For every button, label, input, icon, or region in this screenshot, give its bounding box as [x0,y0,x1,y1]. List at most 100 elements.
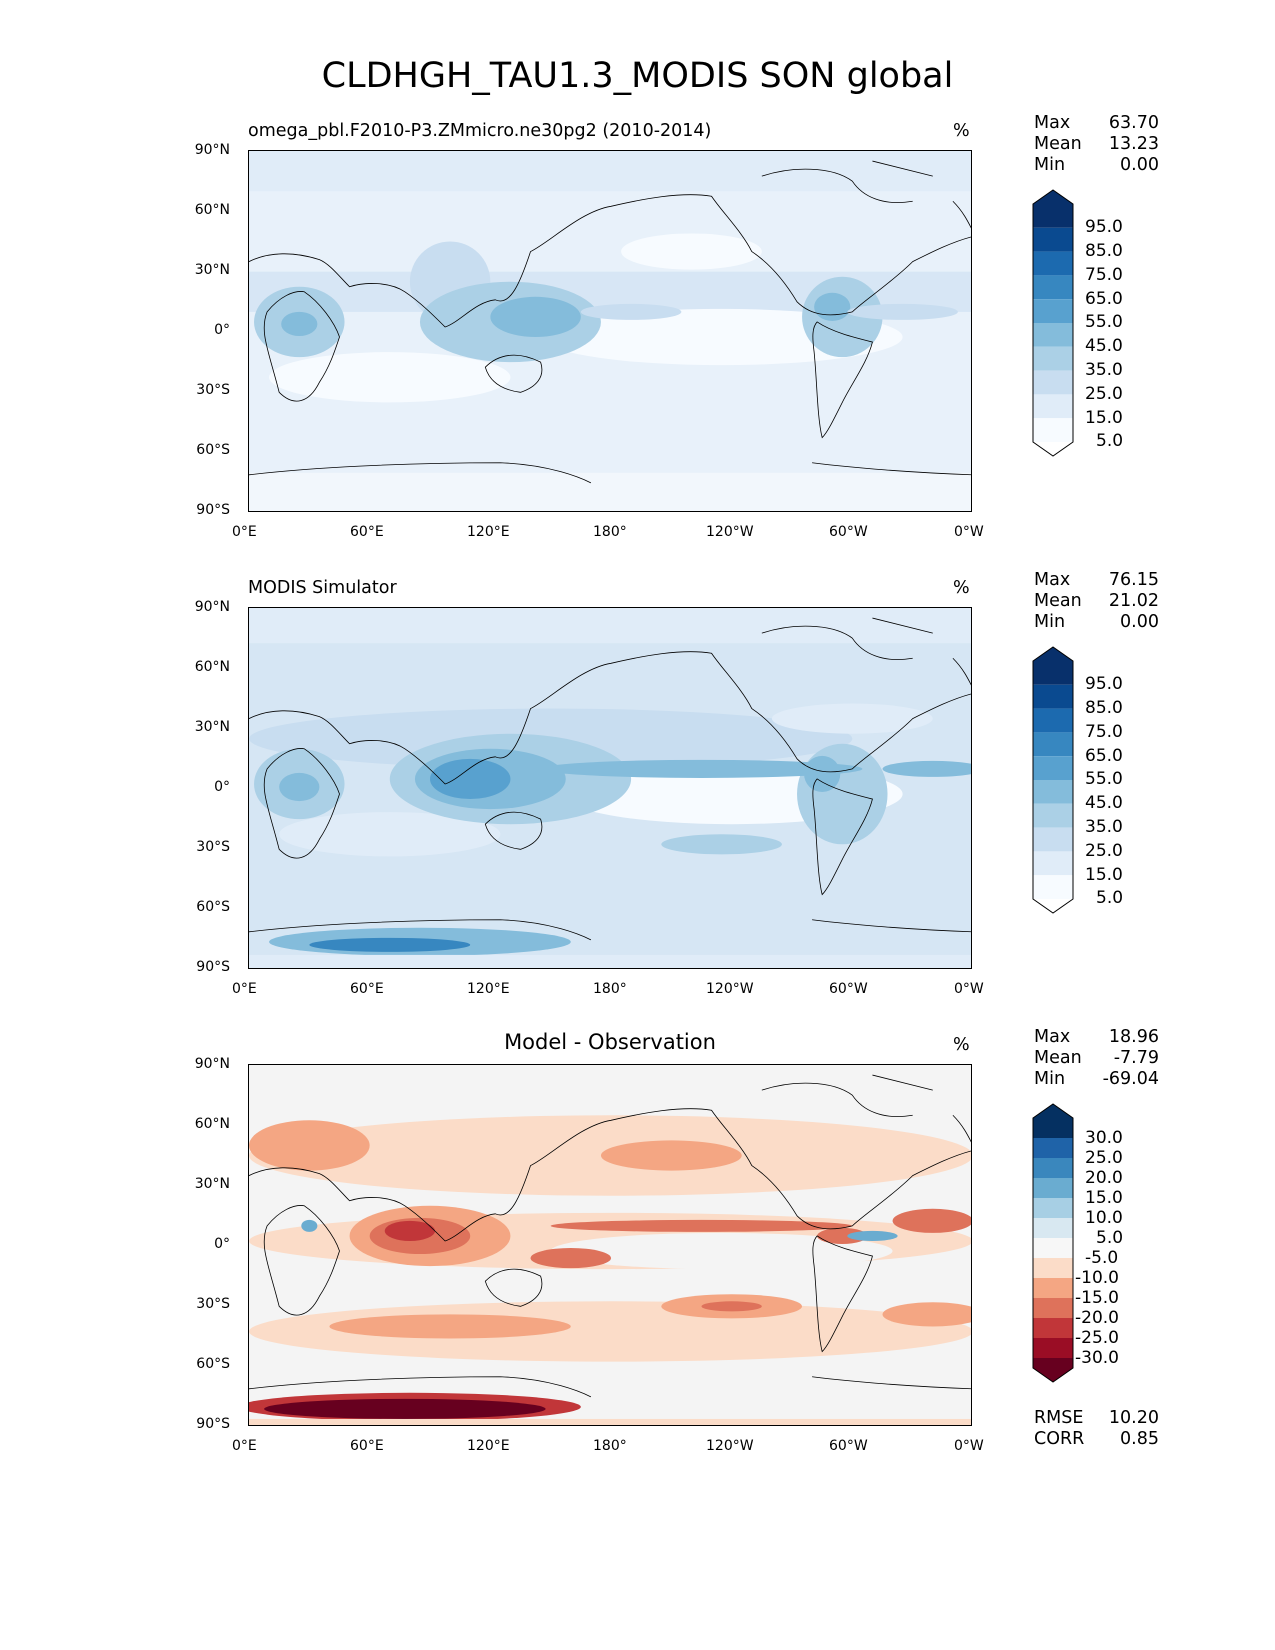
rmse-label: RMSE [1034,1408,1084,1428]
stat-mean-label: Mean [1034,134,1082,154]
panel3-lat-tick: 30°S [196,1296,230,1312]
panel1-lon-tick: 60°E [350,524,384,540]
panel1-cb-tick: 35.0 [1085,360,1123,380]
panel2-lat-tick: 60°N [194,659,230,675]
panel1-cb-tick: 15.0 [1085,408,1123,428]
panel2-colorbar [1032,646,1074,914]
panel1-lat-tick: 90°S [196,502,230,518]
panel3-cb-tick: 30.0 [1085,1128,1123,1148]
panel3-lon-tick: 0°E [232,1438,257,1454]
stat-min-value: -69.04 [1102,1069,1159,1089]
panel2-cb-tick: 25.0 [1085,841,1123,861]
stat-max-label: Max [1034,1027,1071,1047]
panel2-cb-tick: 95.0 [1085,674,1123,694]
panel1-stats: Max 63.70 Mean 13.23 Min 0.00 [1034,113,1159,177]
panel1-lon-tick: 60°W [829,524,868,540]
panel3-lon-tick: 60°W [829,1438,868,1454]
stat-mean-value: -7.79 [1113,1048,1159,1068]
panel2-lat-tick: 60°S [196,899,230,915]
panel2-title: MODIS Simulator [248,578,397,598]
corr-value: 0.85 [1120,1429,1159,1449]
stat-max-value: 63.70 [1108,113,1159,133]
panel3-cb-tick: -10.0 [1075,1268,1119,1288]
panel1-map [248,150,972,512]
panel1-lat-tick: 30°S [196,382,230,398]
stat-mean-label: Mean [1034,1048,1082,1068]
panel3-lat-tick: 30°N [194,1176,230,1192]
stat-max-value: 76.15 [1108,570,1159,590]
panel2-cb-tick: 15.0 [1085,865,1123,885]
panel1-colorbar [1032,189,1074,457]
panel2-lon-tick: 60°W [829,981,868,997]
panel3-lon-tick: 120°W [706,1438,754,1454]
panel2-lon-tick: 180° [593,981,627,997]
stat-min-label: Min [1034,1069,1066,1089]
panel1-lon-tick: 120°W [706,524,754,540]
panel3-cb-tick: 10.0 [1085,1208,1123,1228]
panel1-cb-tick: 45.0 [1085,336,1123,356]
panel1-cb-tick: 55.0 [1085,312,1123,332]
panel3-lat-tick: 90°N [194,1056,230,1072]
panel2-units: % [953,578,970,598]
panel2-stats: Max 76.15 Mean 21.02 Min 0.00 [1034,570,1159,634]
panel3-title: Model - Observation [504,1030,716,1054]
stat-max-value: 18.96 [1108,1027,1159,1047]
panel3-cb-tick: 5.0 [1096,1228,1124,1248]
corr-label: CORR [1034,1429,1085,1449]
panel3-lat-tick: 60°S [196,1356,230,1372]
panel1-cb-tick: 5.0 [1096,431,1124,451]
panel2-lat-tick: 30°S [196,839,230,855]
panel1-lon-tick: 180° [593,524,627,540]
panel2-cb-tick: 65.0 [1085,746,1123,766]
panel2-cb-tick: 5.0 [1096,888,1124,908]
panel3-error-stats: RMSE 10.20 CORR 0.85 [1034,1408,1159,1452]
panel3-lon-tick: 180° [593,1438,627,1454]
stat-min-label: Min [1034,155,1066,175]
panel3-cb-tick: 20.0 [1085,1168,1123,1188]
panel1-cb-tick: 85.0 [1085,241,1123,261]
panel1-lat-tick: 30°N [194,262,230,278]
panel3-lat-tick: 90°S [196,1416,230,1432]
panel3-cb-tick: 15.0 [1085,1188,1123,1208]
panel3-lat-tick: 0° [214,1236,230,1252]
stat-min-value: 0.00 [1120,155,1159,175]
panel1-lon-tick: 0°W [954,524,984,540]
panel1-field [249,151,971,511]
panel2-field [249,608,971,968]
panel3-cb-tick: -25.0 [1075,1328,1119,1348]
stat-min-label: Min [1034,612,1066,632]
panel2-lat-tick: 30°N [194,719,230,735]
figure-title: CLDHGH_TAU1.3_MODIS SON global [321,56,954,96]
rmse-value: 10.20 [1108,1408,1159,1428]
panel3-field [249,1065,971,1425]
panel2-lon-tick: 0°W [954,981,984,997]
panel2-lon-tick: 0°E [232,981,257,997]
panel3-cb-tick: -15.0 [1075,1288,1119,1308]
panel2-lon-tick: 120°E [467,981,510,997]
stat-mean-value: 21.02 [1108,591,1159,611]
stat-min-value: 0.00 [1120,612,1159,632]
panel1-lat-tick: 90°N [194,142,230,158]
panel3-lon-tick: 60°E [350,1438,384,1454]
panel1-lat-tick: 0° [214,322,230,338]
panel2-cb-tick: 55.0 [1085,769,1123,789]
panel2-cb-tick: 35.0 [1085,817,1123,837]
panel3-lon-tick: 120°E [467,1438,510,1454]
panel2-lon-tick: 120°W [706,981,754,997]
panel2-cb-tick: 75.0 [1085,722,1123,742]
panel1-title: omega_pbl.F2010-P3.ZMmicro.ne30pg2 (2010… [248,121,712,141]
panel1-lon-tick: 0°E [232,524,257,540]
stat-mean-label: Mean [1034,591,1082,611]
panel2-lat-tick: 90°S [196,959,230,975]
stat-max-label: Max [1034,113,1071,133]
panel3-lon-tick: 0°W [954,1438,984,1454]
panel3-lat-tick: 60°N [194,1116,230,1132]
panel1-cb-tick: 25.0 [1085,384,1123,404]
panel3-map [248,1064,972,1426]
panel3-cb-tick: -20.0 [1075,1308,1119,1328]
panel1-lat-tick: 60°N [194,202,230,218]
panel3-cb-tick: -5.0 [1085,1248,1119,1268]
panel3-cb-tick: 25.0 [1085,1148,1123,1168]
panel1-units: % [953,121,970,141]
stat-mean-value: 13.23 [1108,134,1159,154]
